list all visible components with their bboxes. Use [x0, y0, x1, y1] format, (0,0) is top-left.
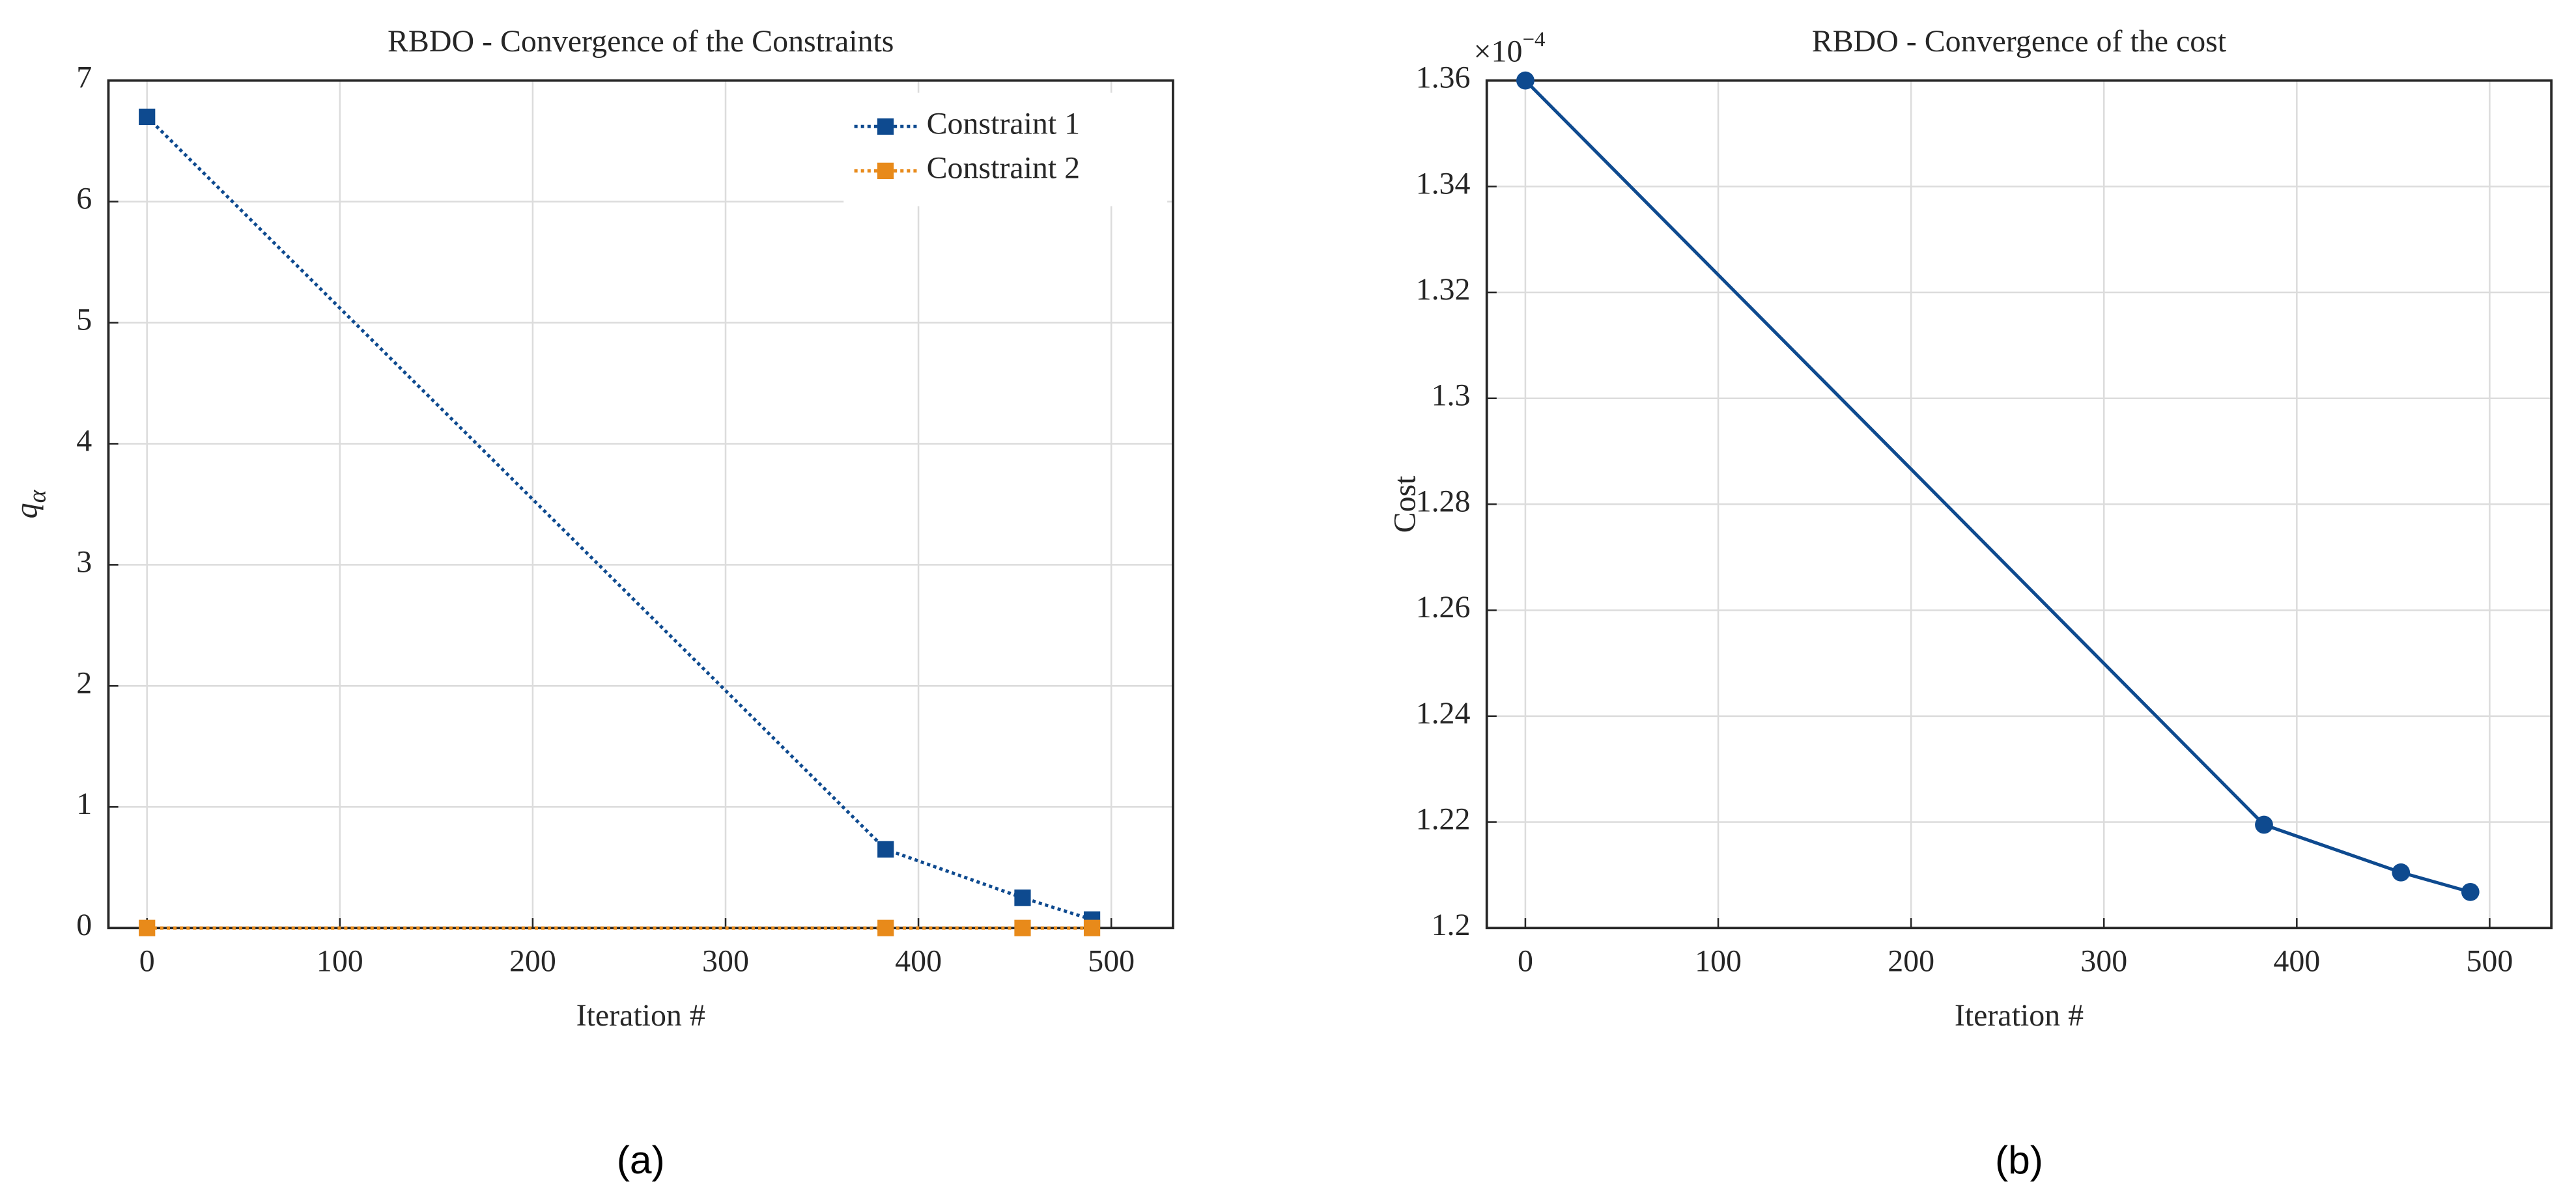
legend-marker	[877, 118, 894, 135]
data-point	[1014, 889, 1031, 906]
y-tick-label: 1.26	[1416, 590, 1471, 624]
y-multiplier-exponent: −4	[1522, 28, 1545, 51]
legend-marker	[877, 162, 894, 180]
y-tick-label: 1.28	[1416, 484, 1471, 518]
x-tick-label: 200	[509, 944, 556, 979]
data-point	[1014, 919, 1031, 936]
x-tick-label: 200	[1888, 944, 1934, 979]
data-point	[2461, 882, 2480, 901]
chart-title: RBDO - Convergence of the cost	[1812, 24, 2227, 59]
data-point	[1516, 71, 1535, 90]
legend-label: Constraint 1	[927, 106, 1081, 141]
chart-title: RBDO - Convergence of the Constraints	[388, 24, 894, 59]
x-tick-label: 100	[317, 944, 363, 979]
y-tick-label: 5	[76, 303, 92, 337]
x-tick-label: 100	[1695, 944, 1742, 979]
y-tick-label: 1.32	[1416, 272, 1471, 307]
x-tick-label: 500	[2466, 944, 2513, 979]
data-point	[2255, 815, 2273, 834]
legend-label: Constraint 2	[927, 150, 1081, 185]
y-tick-label: 2	[76, 665, 92, 700]
series-line	[1524, 79, 2471, 894]
x-tick-label: 500	[1088, 944, 1135, 979]
y-tick-label: 1.2	[1432, 908, 1471, 942]
series-line	[145, 115, 1093, 921]
y-tick-label: 1	[76, 787, 92, 821]
y-multiplier: ×10−4	[1474, 28, 1546, 69]
y-tick-label: 4	[76, 423, 92, 458]
caption: (b)	[1995, 1138, 2043, 1182]
y-axis-label: qα	[9, 489, 51, 518]
y-axis-label-main: q	[9, 503, 44, 518]
y-tick-label: 3	[76, 544, 92, 579]
data-point	[139, 108, 156, 126]
axes-box	[1485, 79, 2553, 930]
plot-area	[108, 80, 1173, 929]
y-tick-label: 0	[76, 908, 92, 942]
y-tick-label: 1.24	[1416, 696, 1471, 731]
y-axis-label: Cost	[1388, 475, 1422, 533]
x-axis-label: Iteration #	[1955, 998, 2084, 1033]
legend-box	[843, 92, 1168, 206]
y-tick-label: 1.34	[1416, 166, 1471, 201]
caption: (a)	[617, 1138, 665, 1182]
x-tick-label: 0	[139, 944, 155, 979]
y-axis-label-subscript: α	[23, 489, 51, 503]
y-tick-label: 1.36	[1416, 61, 1471, 95]
data-point	[877, 841, 894, 858]
x-tick-label: 0	[1518, 944, 1533, 979]
y-tick-label: 7	[76, 61, 92, 95]
data-point	[877, 919, 894, 936]
y-tick-label: 1.3	[1432, 378, 1471, 413]
y-tick-label: 1.22	[1416, 802, 1471, 836]
x-tick-label: 400	[895, 944, 942, 979]
y-axis-label-main: Cost	[1388, 475, 1422, 533]
y-multiplier-base: ×10	[1474, 34, 1523, 68]
x-tick-label: 300	[2080, 944, 2127, 979]
y-tick-label: 6	[76, 182, 92, 216]
data-point	[139, 919, 156, 936]
x-tick-label: 300	[702, 944, 749, 979]
x-axis-label: Iteration #	[576, 998, 705, 1033]
data-point	[1083, 919, 1101, 936]
data-point	[2392, 863, 2411, 882]
x-tick-label: 400	[2273, 944, 2320, 979]
